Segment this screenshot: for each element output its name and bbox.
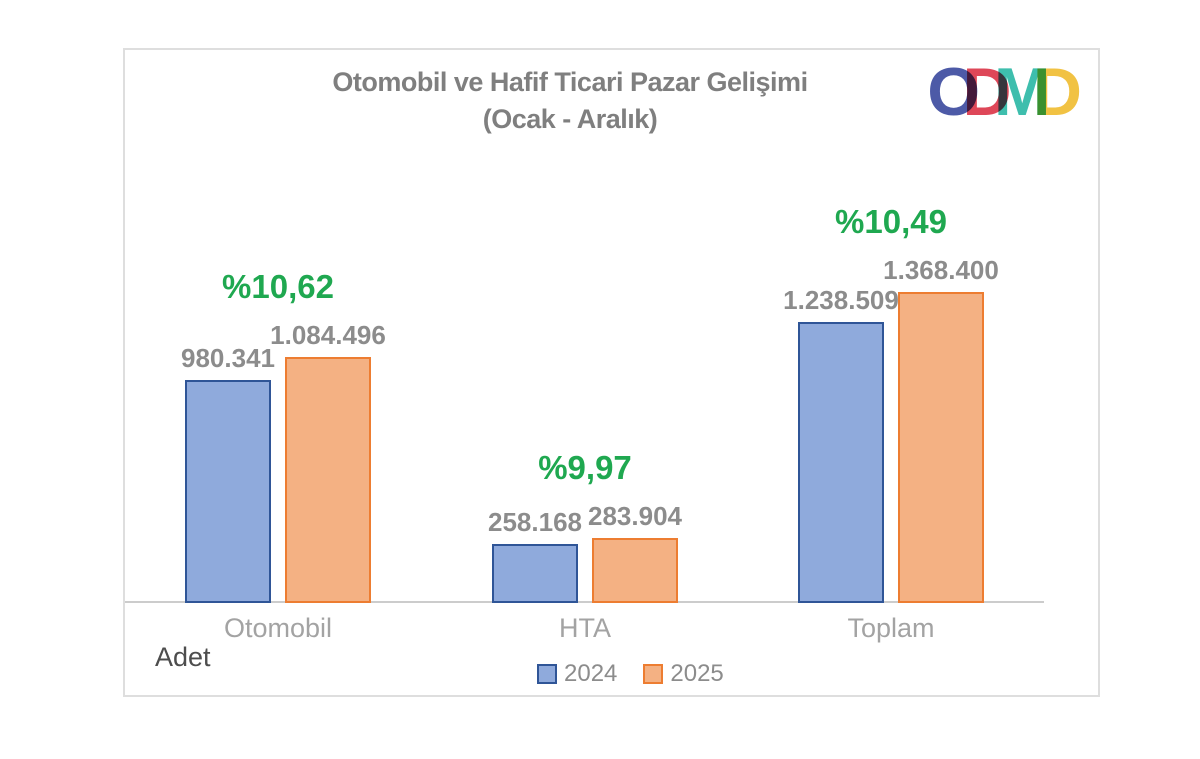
chart-title-line1: Otomobil ve Hafif Ticari Pazar Gelişimi [332,67,808,97]
bar-2024-toplam [798,322,884,603]
bar-chart-plot: 980.341 1.084.496 %10,62 Otomobil 258.168 283… [125,50,1044,643]
value-label-2024-otomobil: 980.341 [181,343,275,373]
value-label-2024-hta: 258.168 [488,507,582,537]
x-axis-line [125,601,1044,603]
legend-swatch-2024 [537,664,557,684]
chart-title-line2: (Ocak - Aralık) [482,104,658,134]
category-label-otomobil: Otomobil [223,613,333,643]
legend-swatch-2025 [643,664,664,684]
value-label-2025-otomobil: 1.084.496 [270,320,386,350]
value-label-2025-hta: 283.904 [588,501,682,531]
chart-card: Otomobil ve Hafif Ticari Pazar Gelişimi … [123,48,1100,697]
legend-label-2024: 2024 [564,660,618,687]
legend-item-2024: 2024 [537,660,617,688]
bar-2024-otomobil [185,380,271,603]
pct-change-label-hta: %9,97 [538,449,632,486]
legend-item-2025: 2025 [643,660,724,688]
legend-label-2025: 2025 [670,660,724,687]
axis-unit-label: Adet [155,642,211,672]
value-label-2025-toplam: 1.368.400 [883,255,999,285]
chart-legend: 2024 2025 [537,660,724,688]
bar-2025-hta [592,538,678,603]
odmd-logo: ODMD [927,58,1082,126]
bar-2024-hta [492,544,578,603]
pct-change-label-otomobil: %10,62 [222,268,334,305]
bar-2025-toplam [898,292,984,603]
category-label-hta: HTA [559,613,611,643]
bar-2025-otomobil [285,357,371,603]
chart-title: Otomobil ve Hafif Ticari Pazar Gelişimi … [125,64,1015,138]
category-label-toplam: Toplam [847,613,935,643]
value-label-2024-toplam: 1.238.509 [783,285,899,315]
pct-change-label-toplam: %10,49 [835,203,947,240]
